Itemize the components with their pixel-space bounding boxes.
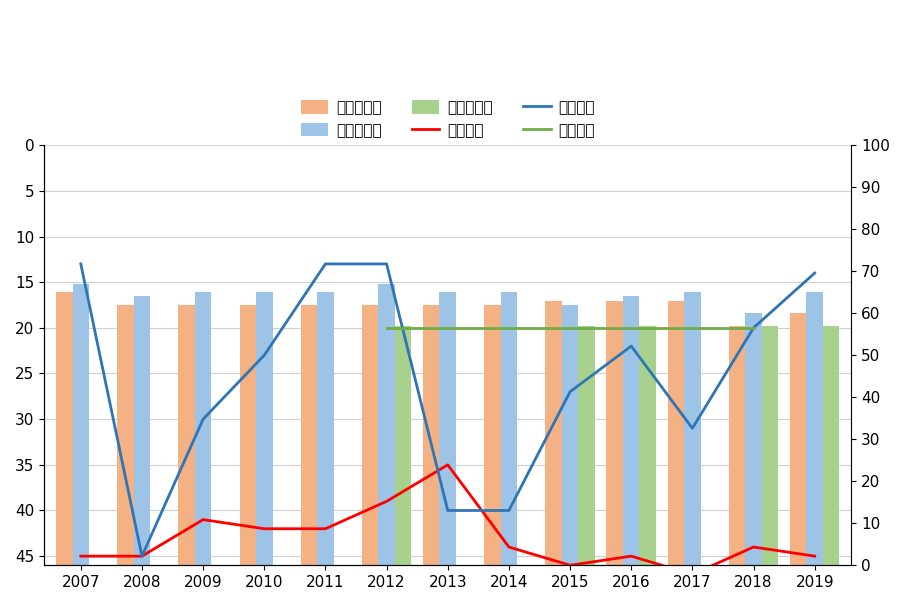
Bar — [640, 326, 656, 565]
Bar — [72, 284, 89, 565]
Bar — [256, 292, 272, 565]
Legend: 国語正答率, 算数正答率, 理科正答率, 国語順位, 算数順位, 理科順位: 国語正答率, 算数正答率, 理科正答率, 国語順位, 算数順位, 理科順位 — [294, 94, 601, 144]
Bar — [240, 305, 256, 565]
Bar — [790, 313, 806, 565]
Bar — [806, 292, 823, 565]
Bar — [317, 292, 334, 565]
Bar — [546, 301, 562, 565]
Bar — [362, 305, 378, 565]
Bar — [378, 284, 395, 565]
Bar — [578, 326, 595, 565]
Bar — [623, 296, 640, 565]
Bar — [56, 292, 72, 565]
Bar — [746, 313, 762, 565]
Bar — [729, 326, 746, 565]
Bar — [684, 292, 700, 565]
Bar — [440, 292, 456, 565]
Bar — [606, 301, 623, 565]
Bar — [134, 296, 150, 565]
Bar — [423, 305, 440, 565]
Bar — [668, 301, 684, 565]
Bar — [300, 305, 317, 565]
Bar — [178, 305, 195, 565]
Bar — [762, 326, 778, 565]
Bar — [823, 326, 840, 565]
Bar — [562, 305, 578, 565]
Bar — [500, 292, 517, 565]
Bar — [484, 305, 500, 565]
Bar — [117, 305, 134, 565]
Bar — [395, 326, 412, 565]
Bar — [195, 292, 212, 565]
